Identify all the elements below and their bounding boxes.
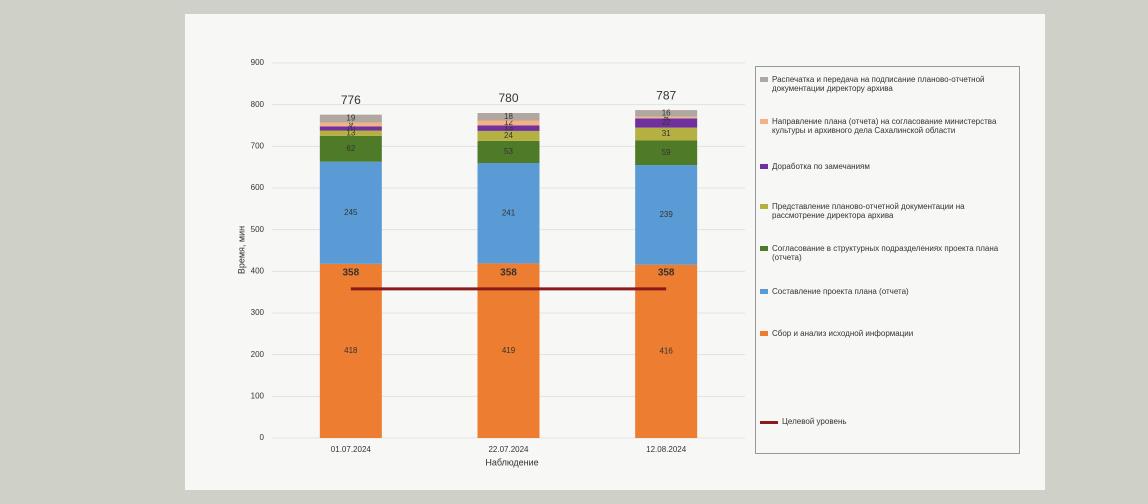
bar-segment xyxy=(477,113,540,121)
legend-item: Доработка по замечаниям xyxy=(760,162,1015,171)
target-label: 358 xyxy=(658,267,675,278)
legend-label: Сбор и анализ исходной информации xyxy=(772,329,914,338)
y-tick-label: 200 xyxy=(251,350,265,359)
data-label: 31 xyxy=(662,129,671,138)
legend-swatch xyxy=(760,289,768,294)
y-tick-label: 300 xyxy=(251,308,265,317)
data-label: 16 xyxy=(662,109,671,118)
data-label: 416 xyxy=(659,346,673,355)
bar-segment xyxy=(319,126,382,131)
legend-item: Согласование в структурных подразделения… xyxy=(760,244,1015,262)
legend-label: Согласование в структурных подразделения… xyxy=(772,244,999,262)
bar-segment xyxy=(319,122,382,127)
bar-segment xyxy=(477,263,540,438)
data-label: 24 xyxy=(504,131,513,140)
legend-label: Направление плана (отчета) на согласован… xyxy=(772,117,997,135)
y-tick-label: 900 xyxy=(251,58,265,67)
data-label: 419 xyxy=(502,346,516,355)
data-label: 22 xyxy=(662,118,671,127)
total-label: 776 xyxy=(341,93,361,107)
data-label: 239 xyxy=(659,210,673,219)
x-tick-label: 12.08.2024 xyxy=(646,445,687,454)
x-axis-label: Наблюдение xyxy=(485,457,538,467)
legend-swatch xyxy=(760,421,778,424)
data-label: 62 xyxy=(346,144,355,153)
legend-label: Составление проекта плана (отчета) xyxy=(772,287,909,296)
total-label: 780 xyxy=(498,91,518,105)
total-label: 787 xyxy=(656,88,676,102)
bar-segment xyxy=(477,163,540,264)
bar-segment xyxy=(635,116,698,119)
legend-label: Представление планово-отчетной документа… xyxy=(772,202,965,220)
legend-item: Целевой уровень xyxy=(760,417,1015,426)
data-label: 4 xyxy=(664,113,669,122)
bar-segment xyxy=(319,161,382,264)
bar-segment xyxy=(319,135,382,162)
legend-item: Сбор и анализ исходной информации xyxy=(760,329,1015,338)
bar-segment xyxy=(477,140,540,163)
legend-swatch xyxy=(760,331,768,336)
bar-segment xyxy=(635,264,698,438)
legend-label: Распечатка и передача на подписание план… xyxy=(772,75,985,93)
bar-segment xyxy=(319,114,382,123)
data-label: 13 xyxy=(504,123,513,132)
data-label: 9 xyxy=(349,120,354,129)
legend-item: Распечатка и передача на подписание план… xyxy=(760,75,1015,93)
legend-label: Доработка по замечаниям xyxy=(772,162,870,171)
bar-segment xyxy=(319,263,382,438)
legend-swatch xyxy=(760,119,768,124)
y-tick-label: 100 xyxy=(251,391,265,400)
y-axis-label: Время, мин xyxy=(236,226,246,274)
legend-swatch xyxy=(760,204,768,209)
bar-segment xyxy=(477,125,540,131)
x-tick-label: 01.07.2024 xyxy=(331,445,372,454)
legend-item: Направление плана (отчета) на согласован… xyxy=(760,117,1015,135)
y-tick-label: 500 xyxy=(251,225,265,234)
bar-segment xyxy=(635,110,698,117)
bar-segment xyxy=(477,120,540,126)
data-label: 18 xyxy=(504,112,513,121)
y-tick-label: 700 xyxy=(251,141,265,150)
data-label: 19 xyxy=(346,114,355,123)
legend-label: Целевой уровень xyxy=(782,417,847,426)
data-label: 10 xyxy=(346,124,355,133)
y-tick-label: 600 xyxy=(251,183,265,192)
y-tick-label: 400 xyxy=(251,266,265,275)
bar-segment xyxy=(635,118,698,128)
legend-item: Составление проекта плана (отчета) xyxy=(760,287,1015,296)
bar-segment xyxy=(635,140,698,166)
target-label: 358 xyxy=(342,267,359,278)
y-tick-label: 0 xyxy=(260,433,265,442)
data-label: 53 xyxy=(504,147,513,156)
legend-swatch xyxy=(760,77,768,82)
bar-segment xyxy=(635,165,698,265)
bar-segment xyxy=(635,127,698,141)
legend: Распечатка и передача на подписание план… xyxy=(755,66,1020,454)
legend-swatch xyxy=(760,164,768,169)
legend-swatch xyxy=(760,246,768,251)
legend-item: Представление планово-отчетной документа… xyxy=(760,202,1015,220)
data-label: 59 xyxy=(662,148,671,157)
bar-segment xyxy=(477,130,540,141)
y-tick-label: 800 xyxy=(251,100,265,109)
bar-segment xyxy=(319,130,382,136)
data-label: 245 xyxy=(344,208,358,217)
x-tick-label: 22.07.2024 xyxy=(488,445,529,454)
data-label: 12 xyxy=(504,118,513,127)
data-label: 418 xyxy=(344,346,358,355)
data-label: 13 xyxy=(346,128,355,137)
target-label: 358 xyxy=(500,267,517,278)
data-label: 241 xyxy=(502,208,516,217)
